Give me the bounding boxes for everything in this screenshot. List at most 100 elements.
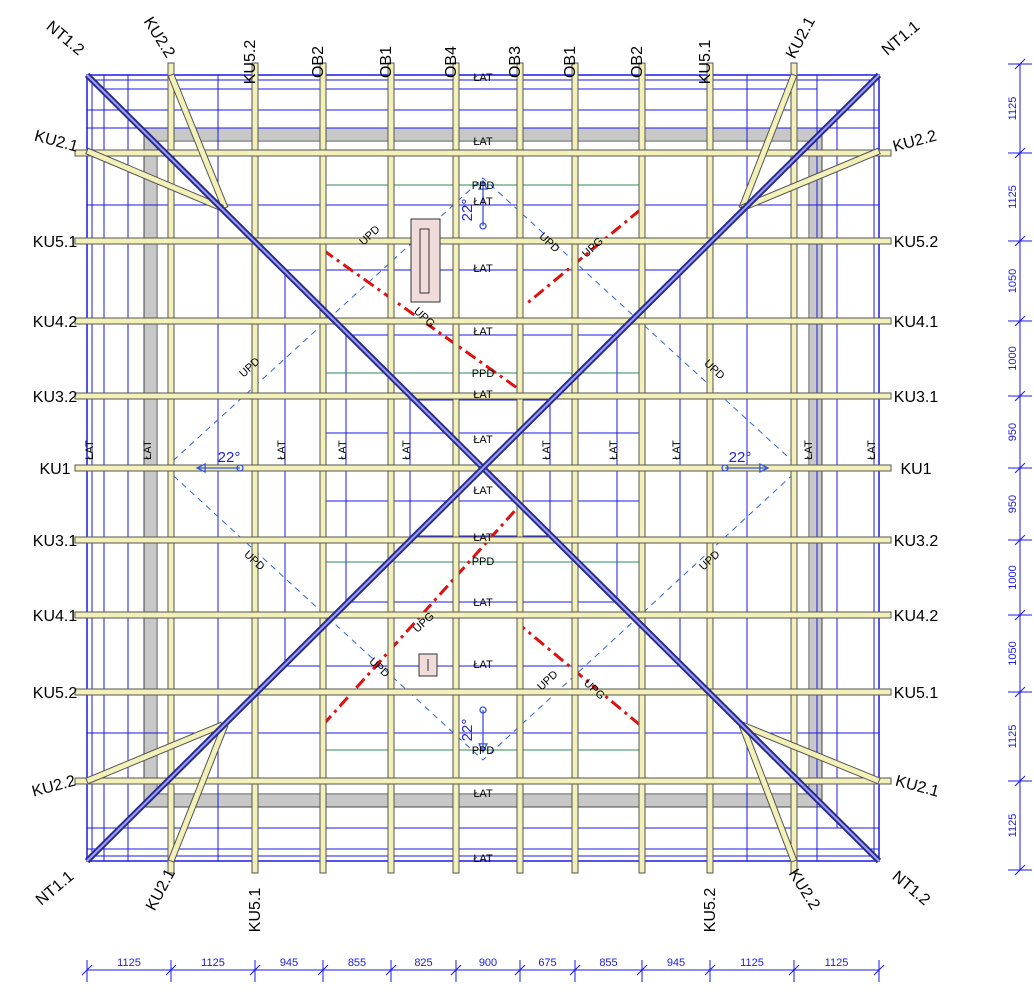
lat-label: ŁAT — [473, 532, 493, 544]
dim-slash — [569, 964, 581, 976]
slope-arrow-head — [478, 743, 488, 754]
left-label: KU3.2 — [33, 389, 78, 406]
slope-arrow-head — [759, 463, 770, 473]
rafter-horizontal — [74, 611, 892, 619]
top-label: OB3 — [507, 46, 524, 78]
left-label: KU5.1 — [33, 234, 78, 251]
slope-arrow-tail — [479, 222, 487, 230]
left-label: KU1 — [39, 461, 70, 478]
lat-label: ŁAT — [473, 853, 493, 865]
dim-bottom-value: 855 — [348, 957, 366, 969]
dim-slash — [704, 964, 716, 976]
right-label: KU4.1 — [894, 314, 939, 331]
angle-label: 22° — [218, 449, 241, 466]
angle-label: 22° — [729, 449, 752, 466]
dim-slash — [1014, 147, 1026, 159]
slope-arrow-tail — [479, 706, 487, 714]
dim-bottom-value: 945 — [280, 957, 298, 969]
top-label: KU2.1 — [783, 14, 819, 61]
rafter-jack — [85, 147, 224, 212]
lat-label: ŁAT — [473, 72, 493, 84]
left-label: KU4.2 — [33, 314, 78, 331]
dim-slash — [514, 964, 526, 976]
upd-label: UPD — [237, 355, 262, 380]
left-label: KU2.1 — [32, 128, 79, 156]
chimney-flue — [419, 228, 430, 294]
rafter-horizontal — [74, 237, 892, 245]
slope-arrow-head — [195, 463, 206, 473]
dim-right-value: 1125 — [1007, 725, 1019, 749]
right-label: KU4.2 — [894, 608, 939, 625]
chimneys-and-arrows — [195, 179, 770, 754]
dim-right-value: 950 — [1007, 423, 1019, 441]
top-label: OB1 — [378, 46, 395, 78]
rafter-horizontal — [74, 317, 892, 325]
slope-arrow-head — [478, 179, 488, 190]
lat-label: ŁAT — [473, 597, 493, 609]
rafter-horizontal — [74, 149, 892, 157]
rafter-horizontal — [74, 688, 892, 696]
upd-label: UPD — [701, 357, 726, 382]
upg-line — [322, 248, 521, 392]
lat-label: ŁAT — [473, 263, 493, 275]
ppd-label: PPD — [472, 556, 495, 568]
dim-slash — [1014, 462, 1026, 474]
lat-label: ŁAT — [337, 440, 349, 460]
dim-slash — [1014, 534, 1026, 546]
dim-slash — [1014, 235, 1026, 247]
right-label: KU3.2 — [894, 533, 939, 550]
left-label: KU2.2 — [30, 773, 77, 801]
dim-slash — [788, 964, 800, 976]
corner-label: NT1.1 — [879, 18, 923, 59]
dim-slash — [1014, 609, 1026, 621]
rafter-horizontal — [74, 536, 892, 544]
lat-label: ŁAT — [671, 440, 683, 460]
dim-right-value: 950 — [1007, 495, 1019, 513]
left-label: KU5.2 — [33, 685, 78, 702]
rafters — [74, 62, 892, 874]
lat-label: ŁAT — [276, 440, 288, 460]
ppd-label: PPD — [472, 368, 495, 380]
lat-label: ŁAT — [803, 440, 815, 460]
top-label: OB4 — [443, 46, 460, 78]
ppd-label: PPD — [472, 745, 495, 757]
lat-label: ŁAT — [473, 389, 493, 401]
dim-right-value: 1000 — [1007, 565, 1019, 589]
dim-right-value: 1125 — [1007, 814, 1019, 838]
right-label: KU5.2 — [894, 234, 939, 251]
dim-bottom-value: 900 — [479, 957, 497, 969]
upg-line — [519, 623, 641, 727]
left-label: KU4.1 — [33, 608, 78, 625]
right-label: KU1 — [900, 461, 931, 478]
lat-label: ŁAT — [473, 485, 493, 497]
left-label: KU3.1 — [33, 533, 78, 550]
dim-slash — [1014, 315, 1026, 327]
slope-arrow-tail — [721, 464, 729, 472]
lat-label: ŁAT — [473, 136, 493, 148]
lat-label: ŁAT — [473, 788, 493, 800]
rafter-jack — [85, 721, 224, 785]
rafter-horizontal — [74, 777, 892, 785]
dim-slash — [1014, 58, 1026, 70]
dim-slash — [1014, 390, 1026, 402]
dim-bottom-value: 1125 — [740, 957, 764, 969]
corner-label: NT1.2 — [889, 868, 933, 909]
bottom-label: KU5.1 — [247, 888, 264, 933]
bottom-label: KU2.1 — [143, 866, 179, 913]
dim-slash — [1014, 775, 1026, 787]
ppd-label: PPD — [472, 180, 495, 192]
dim-bottom-value: 675 — [538, 957, 556, 969]
top-label: OB2 — [310, 46, 327, 78]
dim-slash — [165, 964, 177, 976]
chimney-large — [410, 218, 441, 303]
dim-bottom-value: 1125 — [117, 957, 141, 969]
angle-label: 22° — [459, 719, 476, 742]
lat-label: ŁAT — [608, 440, 620, 460]
dim-right-value: 1125 — [1007, 185, 1019, 209]
dim-bottom-value: 1125 — [201, 957, 225, 969]
lat-label: ŁAT — [473, 434, 493, 446]
lat-label: ŁAT — [473, 196, 493, 208]
dim-slash — [81, 964, 93, 976]
slope-arrow-tail — [236, 464, 244, 472]
